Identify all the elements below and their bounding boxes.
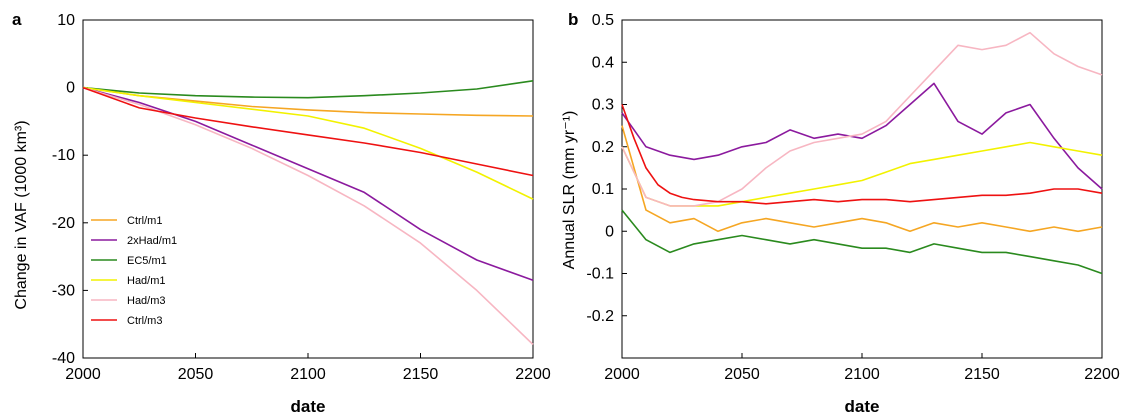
x-tick-label: 2200	[1084, 366, 1120, 383]
series-line-ec5-m1	[621, 209, 1103, 275]
legend-label: Ctrl/m1	[127, 215, 162, 227]
plot-frame	[621, 19, 1103, 359]
series-line-ctrl-m3	[621, 104, 1103, 205]
legend-label: 2xHad/m1	[127, 235, 177, 247]
y-tick-label: 0.3	[592, 97, 614, 114]
legend-label: Had/m1	[127, 275, 166, 287]
x-tick-label: 2200	[515, 366, 551, 383]
y-tick-label: 0	[605, 223, 614, 240]
y-axis-label-a: Change in VAF (1000 km³)	[13, 120, 30, 309]
y-tick-label: -0.2	[586, 308, 614, 325]
x-tick-label: 2050	[724, 366, 760, 383]
y-tick-label: 10	[57, 12, 75, 29]
x-tick-label: 2150	[964, 366, 1000, 383]
x-tick-label: 2100	[844, 366, 880, 383]
x-tick-label: 2050	[178, 366, 214, 383]
series-line-had-m1	[621, 141, 1103, 207]
series-line-2xhad-m1	[82, 86, 534, 282]
series-line-had-m3	[621, 31, 1103, 207]
x-tick-label: 2000	[65, 366, 101, 383]
y-tick-label: 0	[66, 80, 75, 97]
series-line-ctrl-m1	[621, 125, 1103, 233]
x-axis-label-b: date	[845, 397, 880, 416]
y-tick-label: 0.2	[592, 139, 614, 156]
legend-label: EC5/m1	[127, 255, 167, 267]
series-line-ctrl-m1	[82, 86, 534, 117]
panel-a: a Change in VAF (1000 km³) date 2000 2050…	[12, 10, 551, 416]
panel-b: b Annual SLR (mm yr⁻¹) date 2000 2050 2100…	[561, 10, 1120, 416]
y-tick-label: -40	[52, 350, 75, 367]
y-tick-label: 0.4	[592, 54, 614, 71]
series-line-ec5-m1	[82, 80, 534, 99]
x-axis-label-a: date	[291, 397, 326, 416]
series-line-ctrl-m3	[82, 86, 534, 177]
y-tick-label: -20	[52, 215, 75, 232]
plot-frame	[82, 19, 534, 359]
series-line-had-m1	[82, 86, 534, 200]
plot-area-b: 2000 2050 2100 2150 2200 0.5 0.4 0.3 0.2 0.1 0 -0.1…	[586, 12, 1119, 383]
plot-area-a: 2000 2050 2100 2150 2200 10 0 -10 -20 -30 -40 Ctrl/…	[52, 12, 551, 383]
y-tick-label: 0.5	[592, 12, 614, 29]
x-tick-label: 2000	[604, 366, 640, 383]
y-tick-label: 0.1	[592, 181, 614, 198]
panel-letter-a: a	[12, 10, 22, 29]
y-tick-label: -10	[52, 147, 75, 164]
y-axis-label-b: Annual SLR (mm yr⁻¹)	[561, 111, 578, 270]
series-line-2xhad-m1	[621, 82, 1103, 190]
legend-label: Ctrl/m3	[127, 315, 162, 327]
x-tick-label: 2150	[403, 366, 439, 383]
panel-letter-b: b	[568, 10, 578, 29]
y-tick-label: -30	[52, 282, 75, 299]
y-tick-label: -0.1	[586, 266, 614, 283]
legend-label: Had/m3	[127, 295, 166, 307]
x-tick-label: 2100	[290, 366, 326, 383]
